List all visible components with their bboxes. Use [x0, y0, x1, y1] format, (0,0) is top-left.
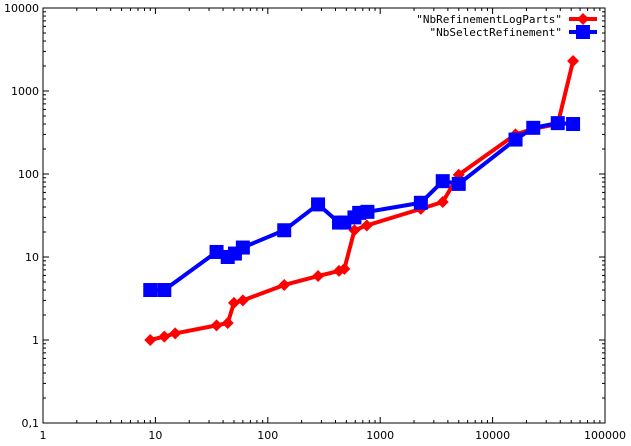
data-point: [169, 327, 182, 340]
x-tick-label: 10000: [475, 429, 510, 442]
data-point: [311, 197, 326, 212]
data-point: [436, 195, 449, 208]
data-point: [413, 195, 428, 210]
legend-label: "NbSelectRefinement": [430, 26, 562, 39]
data-point: [451, 176, 466, 191]
x-tick-label: 100: [257, 429, 278, 442]
data-point: [158, 330, 171, 343]
x-tick-label: 1000: [366, 429, 394, 442]
y-tick-label: 1000: [11, 85, 39, 98]
series-line: [149, 60, 576, 342]
data-point: [157, 283, 172, 298]
data-point: [143, 283, 158, 298]
legend-marker: [577, 13, 589, 25]
y-tick-label: 1: [32, 334, 39, 347]
y-tick-label: 10: [25, 251, 39, 264]
data-point: [209, 244, 224, 259]
y-tick-label: 100: [18, 168, 39, 181]
data-point: [221, 317, 234, 330]
data-point: [348, 224, 361, 237]
legend: "NbRefinementLogParts""NbSelectRefinemen…: [416, 13, 597, 39]
series-nb-select-refinement: [143, 116, 581, 298]
series-nb-refinement-log-parts: [144, 54, 580, 346]
data-point: [435, 174, 450, 189]
data-point: [278, 278, 291, 291]
data-point: [550, 116, 565, 131]
plot-frame: [42, 7, 606, 424]
data-point: [360, 219, 373, 232]
data-point: [210, 319, 223, 332]
data-point: [277, 223, 292, 238]
series-layer: [143, 54, 581, 346]
data-point: [236, 294, 249, 307]
x-tick-label: 1: [40, 429, 47, 442]
legend-label: "NbRefinementLogParts": [416, 13, 562, 26]
data-point: [235, 240, 250, 255]
data-point: [567, 54, 580, 67]
data-point: [338, 262, 351, 275]
data-point: [312, 270, 325, 283]
data-point: [508, 132, 523, 147]
data-point: [227, 296, 240, 309]
legend-marker: [576, 25, 590, 39]
x-tick-label: 100000: [584, 429, 626, 442]
x-tick-label: 10: [148, 429, 162, 442]
data-point: [144, 334, 157, 346]
data-point: [566, 117, 581, 132]
data-point: [360, 204, 375, 219]
y-tick-label: 10000: [4, 2, 39, 15]
y-tick-label: 0,1: [22, 417, 40, 430]
data-point: [526, 120, 541, 135]
